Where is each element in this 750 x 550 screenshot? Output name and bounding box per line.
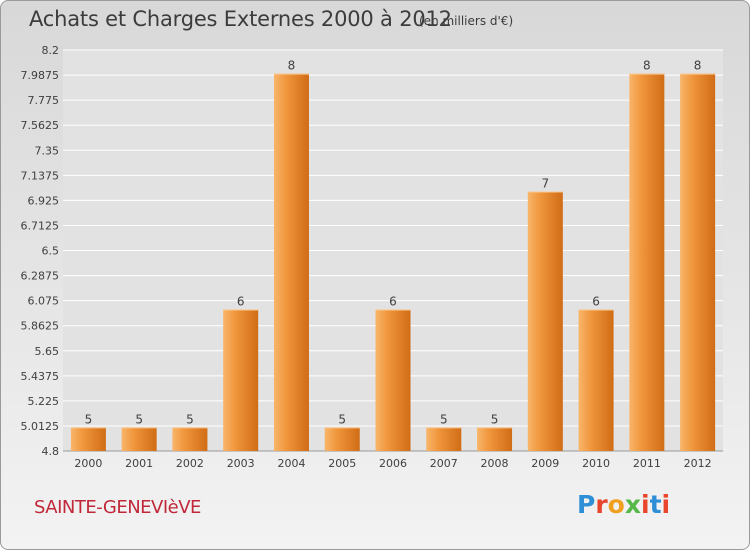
y-tick-label: 5.0125 — [21, 420, 60, 433]
x-tick-label: 2010 — [582, 457, 610, 470]
unit-note: (en milliers d'€) — [419, 14, 514, 28]
data-label: 5 — [85, 412, 93, 426]
x-tick-label: 2004 — [277, 457, 305, 470]
data-label: 5 — [440, 412, 448, 426]
y-tick-label: 6.075 — [28, 295, 60, 308]
x-tick-label: 2011 — [633, 457, 661, 470]
x-tick-label: 2012 — [684, 457, 712, 470]
bar — [121, 427, 157, 451]
data-label: 5 — [491, 412, 499, 426]
y-tick-label: 6.2875 — [21, 270, 60, 283]
y-tick-label: 5.8625 — [21, 320, 60, 333]
x-tick-label: 2000 — [74, 457, 102, 470]
x-tick-label: 2006 — [379, 457, 407, 470]
data-label: 5 — [135, 412, 143, 426]
bar — [324, 427, 360, 451]
commune-name: SAINTE-GENEVIèVE — [34, 497, 201, 518]
y-tick-label: 5.65 — [35, 345, 60, 358]
y-tick-label: 4.8 — [42, 445, 60, 458]
bar — [477, 427, 513, 451]
x-tick-label: 2007 — [430, 457, 458, 470]
data-label: 6 — [389, 294, 397, 308]
x-tick-label: 2008 — [481, 457, 509, 470]
bar — [223, 309, 259, 451]
x-tick-label: 2002 — [176, 457, 204, 470]
x-tick-label: 2003 — [227, 457, 255, 470]
data-label: 5 — [338, 412, 346, 426]
brand-letter: i — [641, 490, 650, 519]
y-tick-label: 7.9875 — [21, 69, 60, 82]
bar — [426, 427, 462, 451]
bar — [578, 309, 614, 451]
x-tick-label: 2005 — [328, 457, 356, 470]
bar — [629, 73, 665, 452]
brand-letter: t — [649, 490, 662, 519]
y-tick-label: 6.925 — [28, 194, 60, 207]
brand-logo: Proxiti — [577, 490, 670, 519]
y-tick-label: 8.2 — [42, 44, 60, 57]
bar — [375, 309, 411, 451]
brand-letter: o — [607, 490, 625, 519]
data-label: 6 — [237, 294, 245, 308]
y-tick-label: 6.5 — [42, 245, 60, 258]
y-tick-label: 7.35 — [35, 144, 60, 157]
brand-letter: x — [624, 490, 641, 519]
y-tick-label: 5.225 — [28, 395, 60, 408]
data-label: 8 — [643, 59, 651, 73]
bar — [527, 191, 563, 451]
data-label: 8 — [288, 59, 296, 73]
bar — [273, 73, 309, 452]
y-tick-label: 7.5625 — [21, 119, 60, 132]
chart-title: Achats et Charges Externes 2000 à 2012 — [29, 7, 452, 31]
data-label: 5 — [186, 412, 194, 426]
brand-letter: i — [661, 490, 671, 519]
bar — [172, 427, 208, 451]
data-label: 8 — [694, 59, 702, 73]
x-tick-label: 2001 — [125, 457, 153, 470]
bar — [70, 427, 106, 451]
y-tick-label: 5.4375 — [21, 370, 60, 383]
y-tick-label: 6.7125 — [21, 219, 60, 232]
x-tick-label: 2009 — [531, 457, 559, 470]
brand-letter: r — [595, 490, 608, 519]
bar — [680, 73, 716, 452]
data-label: 6 — [592, 294, 600, 308]
data-label: 7 — [541, 177, 549, 191]
y-tick-label: 7.1375 — [21, 169, 60, 182]
brand-letter: P — [577, 490, 596, 519]
y-tick-label: 7.775 — [28, 94, 60, 107]
